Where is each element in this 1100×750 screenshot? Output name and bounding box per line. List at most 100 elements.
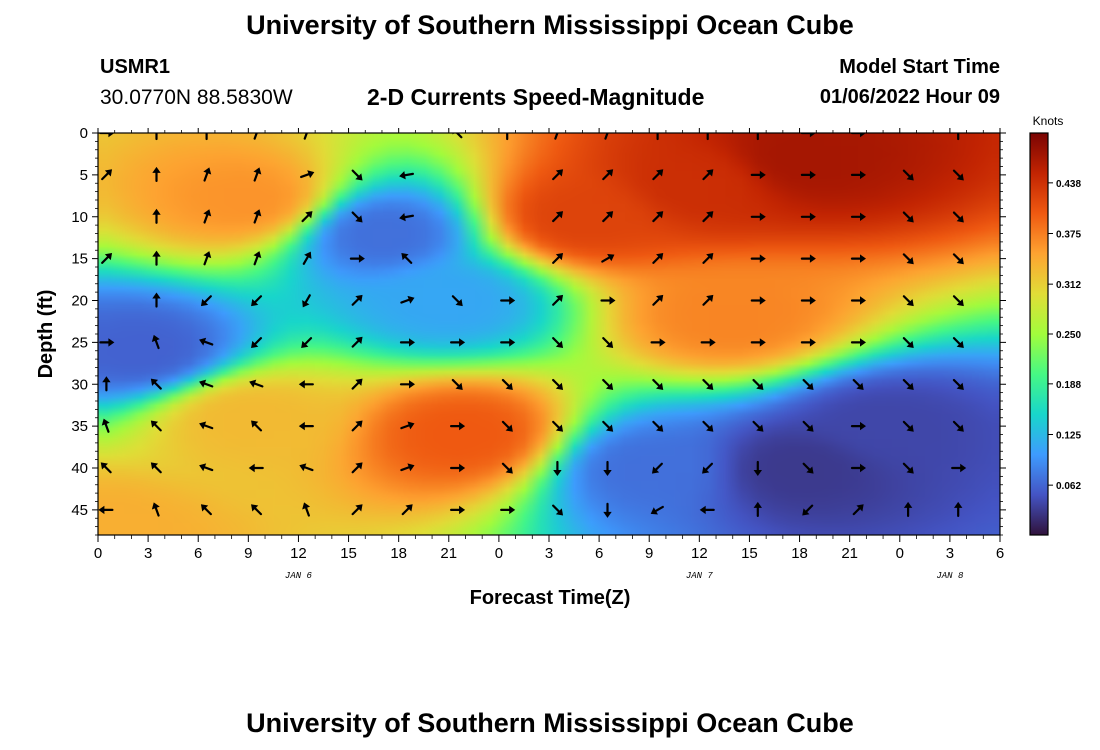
current-arrow: [302, 251, 312, 265]
current-arrow: [702, 420, 714, 432]
current-arrow: [301, 337, 313, 349]
current-arrow: [251, 420, 263, 432]
current-arrow: [903, 501, 913, 517]
x-axis-label: Forecast Time(Z): [470, 587, 631, 609]
current-arrow: [702, 378, 714, 390]
x-tick-label: 9: [244, 545, 252, 562]
current-arrow: [152, 250, 161, 266]
current-arrow: [753, 501, 762, 517]
y-tick-label: 15: [71, 251, 88, 268]
y-tick-label: 35: [71, 418, 88, 435]
current-arrow: [298, 380, 314, 389]
current-arrow: [203, 209, 212, 224]
current-arrow: [952, 253, 964, 265]
current-arrow: [552, 504, 564, 516]
current-arrow: [800, 254, 816, 263]
current-arrow: [902, 295, 914, 307]
current-arrow: [506, 133, 509, 141]
current-arrow: [253, 209, 262, 224]
current-arrow: [500, 505, 516, 515]
current-arrow: [650, 338, 666, 347]
current-arrow: [651, 462, 663, 474]
current-arrow: [299, 463, 314, 472]
current-arrow: [450, 338, 466, 347]
current-arrow: [253, 251, 262, 266]
current-arrow: [750, 170, 766, 180]
bottom-title: University of Southern Mississippi Ocean…: [246, 708, 854, 738]
y-tick-label: 30: [71, 376, 88, 393]
current-arrow: [249, 379, 264, 388]
current-arrow: [951, 463, 967, 473]
current-arrow: [501, 378, 513, 390]
current-arrow: [351, 420, 363, 432]
current-arrow: [952, 378, 964, 390]
colorbar-tick-label: 0.188: [1056, 380, 1081, 391]
date-label: JAN 6: [285, 571, 313, 581]
y-axis-label: Depth (ft): [35, 290, 57, 379]
current-arrow: [501, 420, 513, 432]
current-arrow: [850, 254, 866, 263]
current-arrow: [401, 504, 413, 516]
current-arrow: [203, 167, 212, 182]
current-arrow: [501, 462, 513, 474]
current-arrow: [99, 133, 115, 138]
current-arrow: [750, 254, 766, 263]
current-arrow: [752, 420, 764, 432]
current-arrow: [554, 133, 560, 140]
colorbar-tick-label: 0.125: [1056, 431, 1081, 442]
y-tick-label: 10: [71, 209, 88, 226]
current-arrow: [251, 295, 263, 307]
current-arrow: [850, 463, 866, 473]
current-arrow: [203, 251, 212, 266]
current-arrow: [151, 334, 160, 350]
current-arrow: [199, 337, 214, 346]
current-arrow: [152, 208, 161, 224]
current-arrow: [902, 462, 914, 474]
y-tick-label: 5: [80, 167, 88, 184]
current-arrow: [552, 169, 564, 181]
current-arrow: [699, 505, 715, 515]
date-label: JAN 7: [686, 571, 714, 581]
current-arrow: [750, 296, 766, 305]
current-arrow: [351, 294, 363, 306]
current-arrow: [800, 296, 816, 305]
current-arrow: [100, 462, 112, 474]
current-arrow: [400, 295, 415, 304]
colorbar-tick-label: 0.312: [1056, 280, 1081, 291]
current-arrow: [852, 504, 864, 516]
x-tick-label: 0: [94, 545, 102, 562]
current-arrow: [199, 421, 214, 430]
current-arrow: [702, 252, 714, 264]
x-tick-label: 0: [495, 545, 503, 562]
current-arrow: [850, 133, 866, 138]
current-arrow: [602, 378, 614, 390]
current-arrow: [151, 502, 160, 517]
current-arrow: [401, 252, 413, 264]
current-arrow: [200, 295, 212, 307]
current-arrow: [750, 212, 766, 222]
y-tick-label: 40: [71, 460, 88, 477]
current-arrow: [552, 294, 564, 306]
station-coordinates: 30.0770N 88.5830W: [100, 86, 293, 109]
current-arrow: [99, 338, 115, 347]
y-tick-label: 25: [71, 334, 88, 351]
current-arrow: [155, 133, 158, 141]
colorbar-unit: Knots: [1033, 114, 1064, 128]
current-arrow: [850, 296, 866, 305]
current-arrow: [101, 418, 110, 433]
heatmap-field: [98, 133, 1000, 535]
current-arrow: [800, 133, 816, 138]
current-arrow: [552, 420, 564, 432]
current-arrow: [756, 133, 759, 141]
current-arrow: [700, 338, 716, 347]
current-arrow: [957, 133, 960, 141]
x-tick-label: 15: [741, 545, 758, 562]
current-arrow: [702, 462, 714, 474]
model-start-time: 01/06/2022 Hour 09: [819, 86, 1000, 108]
x-tick-label: 21: [440, 545, 457, 562]
current-arrows: [98, 133, 967, 518]
current-arrow: [251, 337, 263, 349]
colorbar-tick-label: 0.438: [1056, 179, 1081, 190]
current-arrow: [802, 378, 814, 390]
current-arrow: [602, 420, 614, 432]
